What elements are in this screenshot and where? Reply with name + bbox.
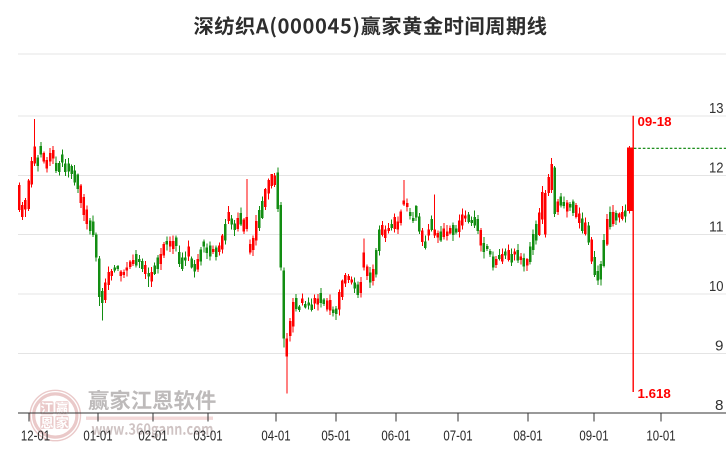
svg-text:07-01: 07-01 xyxy=(443,427,472,444)
svg-text:12: 12 xyxy=(709,159,724,176)
svg-text:9: 9 xyxy=(715,338,723,355)
svg-text:03-01: 03-01 xyxy=(193,427,222,444)
svg-text:11: 11 xyxy=(709,219,724,236)
svg-text:09-18: 09-18 xyxy=(638,114,672,129)
svg-text:06-01: 06-01 xyxy=(381,427,410,444)
svg-text:10: 10 xyxy=(709,278,724,295)
svg-text:05-01: 05-01 xyxy=(321,427,350,444)
svg-text:12-01: 12-01 xyxy=(21,427,50,444)
svg-text:01-01: 01-01 xyxy=(83,427,112,444)
svg-text:08-01: 08-01 xyxy=(513,427,542,444)
svg-text:8: 8 xyxy=(715,397,723,414)
svg-text:13: 13 xyxy=(709,100,724,117)
svg-text:04-01: 04-01 xyxy=(261,427,290,444)
svg-text:10-01: 10-01 xyxy=(646,427,675,444)
svg-text:02-01: 02-01 xyxy=(138,427,167,444)
svg-text:09-01: 09-01 xyxy=(579,427,608,444)
svg-text:1.618: 1.618 xyxy=(638,386,671,401)
